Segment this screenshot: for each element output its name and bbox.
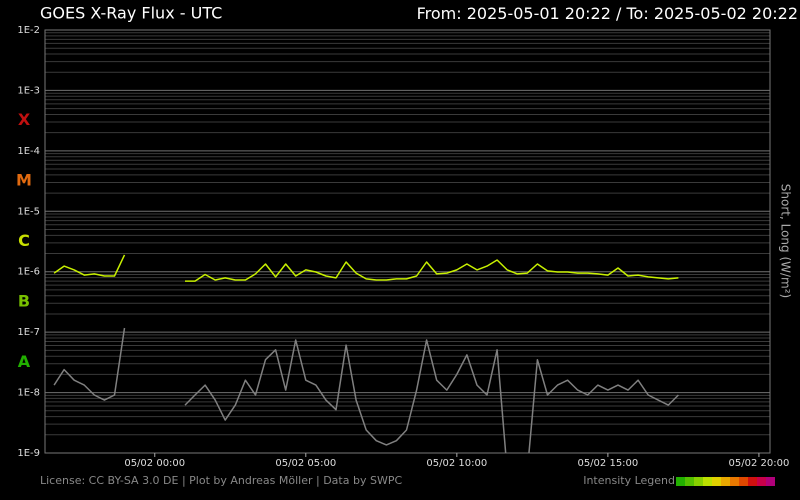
intensity-swatch: [748, 477, 757, 486]
intensity-swatch: [730, 477, 739, 486]
chart-title: GOES X-Ray Flux - UTC: [40, 4, 222, 23]
plot-frame: [44, 29, 771, 454]
from-date: 2025-05-01 20:22: [467, 4, 611, 23]
separator: /: [616, 4, 622, 23]
from-label: From:: [417, 4, 462, 23]
y-tick-label: 1E-8: [17, 388, 40, 399]
flare-class-label: X: [18, 110, 31, 129]
date-range: From: 2025-05-01 20:22 / To: 2025-05-02 …: [417, 4, 798, 23]
y-axis-label: Short, Long (W/m²): [779, 184, 793, 298]
x-tick-label: 05/02 05:00: [275, 458, 336, 469]
intensity-swatch: [739, 477, 748, 486]
flux-line: [53, 254, 679, 282]
intensity-swatch: [685, 477, 694, 486]
intensity-swatch: [712, 477, 721, 486]
plot-area: [53, 254, 679, 453]
y-tick-label: 1E-6: [17, 267, 40, 278]
flare-class-label: M: [16, 171, 32, 190]
y-tick-label: 1E-3: [17, 85, 40, 96]
y-tick-label: 1E-5: [17, 206, 40, 217]
flare-class-label: C: [18, 231, 30, 250]
x-tick-label: 05/02 00:00: [124, 458, 185, 469]
to-date: 2025-05-02 20:22: [654, 4, 798, 23]
intensity-swatch: [676, 477, 685, 486]
intensity-legend-label: Intensity Legend: [583, 474, 675, 487]
y-tick-label: 1E-9: [17, 448, 40, 459]
intensity-swatch: [766, 477, 775, 486]
intensity-swatch: [694, 477, 703, 486]
flare-class-label: A: [18, 352, 31, 371]
y-tick-label: 1E-4: [17, 146, 40, 157]
intensity-swatch: [721, 477, 730, 486]
intensity-swatch: [703, 477, 712, 486]
y-tick-label: 1E-7: [17, 327, 40, 338]
x-tick-label: 05/02 15:00: [577, 458, 638, 469]
flux-line: [53, 327, 679, 453]
y-tick-label: 1E-2: [17, 25, 40, 36]
x-tick-label: 05/02 10:00: [426, 458, 487, 469]
to-label: To:: [625, 4, 648, 23]
footer: License: CC BY-SA 3.0 DE | Plot by Andre…: [40, 474, 402, 487]
intensity-swatch: [757, 477, 766, 486]
flare-class-label: B: [18, 291, 30, 310]
x-tick-label: 05/02 20:00: [729, 458, 790, 469]
